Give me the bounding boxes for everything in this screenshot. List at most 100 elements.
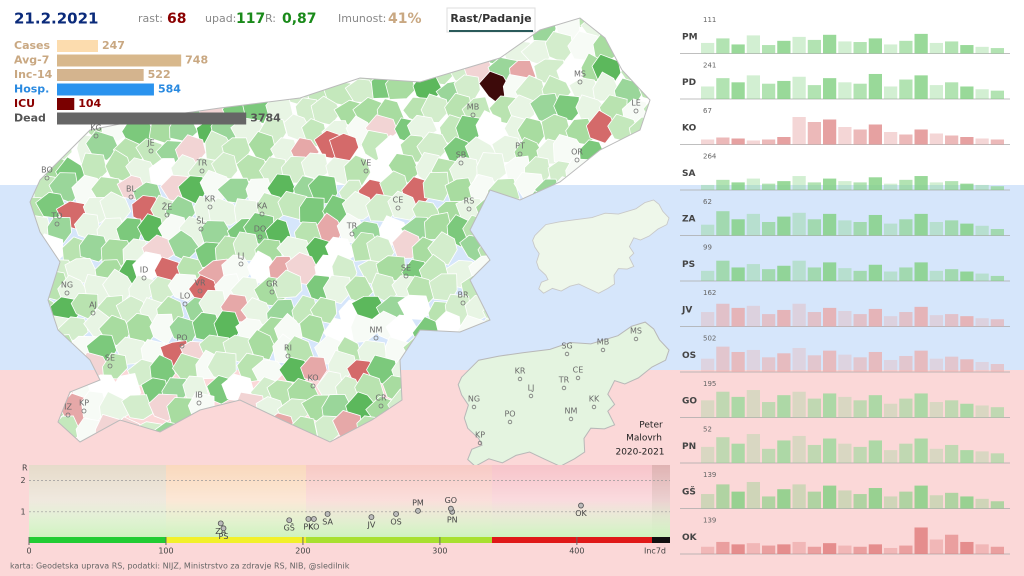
- region-bar: [716, 179, 730, 190]
- toggle-button[interactable]: Rast/Padanje: [446, 7, 536, 33]
- region-bar: [884, 547, 898, 554]
- map-dot: [199, 168, 205, 174]
- region-bar: [899, 545, 913, 554]
- region-bar: [884, 450, 898, 463]
- region-bar: [792, 541, 806, 554]
- map-dot: [285, 353, 291, 359]
- map-dot: [363, 168, 369, 174]
- map-dot: [90, 310, 96, 316]
- region-bar: [838, 127, 852, 145]
- region-bar: [945, 492, 959, 509]
- region-bar: [731, 182, 745, 190]
- region-bar: [960, 137, 974, 145]
- region-bar: [868, 544, 882, 554]
- inset-label: CE: [573, 366, 584, 375]
- region-bar: [746, 481, 760, 509]
- region-bar: [990, 275, 1004, 281]
- region-bar: [899, 443, 913, 463]
- region-bar: [868, 124, 882, 145]
- region-bar: [945, 135, 959, 145]
- region-bar: [807, 219, 821, 236]
- stat-value: 247: [102, 39, 125, 52]
- growth: 68: [167, 11, 186, 27]
- inset-dot: [575, 375, 581, 381]
- map-label: MS: [574, 70, 586, 79]
- region-bar: [746, 305, 760, 327]
- map-dot: [44, 175, 50, 181]
- region-bar: [807, 39, 821, 54]
- zone-green: [29, 500, 670, 538]
- map-dot: [179, 343, 185, 349]
- region-bar: [731, 544, 745, 554]
- region-max: 502: [703, 335, 716, 343]
- region-bar: [929, 133, 943, 145]
- region-bar: [777, 544, 791, 554]
- region-bar: [777, 137, 791, 145]
- region-bar: [823, 543, 837, 554]
- map-dot: [141, 275, 147, 281]
- region-bar: [777, 353, 791, 372]
- inset-dot: [471, 404, 477, 410]
- region-name: SA: [682, 169, 695, 179]
- map-dot: [470, 112, 476, 118]
- point: [578, 502, 584, 509]
- region-bar: [731, 267, 745, 281]
- region-max: 52: [703, 426, 712, 434]
- point: [324, 511, 331, 517]
- municipality: [422, 171, 450, 202]
- map-dot: [207, 204, 213, 210]
- map-label: NM: [370, 326, 383, 335]
- toggle-label[interactable]: Rast/Padanje: [450, 12, 531, 25]
- map-label: ŽE: [162, 201, 173, 212]
- region-bar: [701, 86, 715, 99]
- region-bar: [899, 179, 913, 190]
- region-bar: [823, 178, 837, 190]
- region-bar: [990, 139, 1004, 145]
- region-bar: [731, 443, 745, 463]
- region-name: ZA: [682, 214, 696, 224]
- region-bar: [945, 444, 959, 463]
- region-bar: [792, 76, 806, 99]
- stat-bar: [57, 54, 182, 67]
- region-bar: [838, 545, 852, 554]
- map-dot: [378, 403, 384, 409]
- municipality: [343, 154, 372, 187]
- stat-value: 522: [148, 68, 171, 81]
- region-bar: [990, 48, 1004, 54]
- region-bar: [960, 316, 974, 327]
- municipality: [322, 274, 353, 305]
- immunity: 41%: [388, 11, 422, 27]
- region-bar: [701, 270, 715, 281]
- map-dot: [197, 288, 203, 294]
- point-label: ZA: [215, 527, 226, 536]
- point: [305, 516, 312, 522]
- r-value: 0,87: [282, 11, 317, 27]
- region-bar: [823, 213, 837, 236]
- region-bar: [823, 485, 837, 509]
- map-label: SE: [105, 354, 115, 363]
- region-bar: [792, 435, 806, 463]
- stat-label: ICU: [14, 97, 35, 110]
- map-label: ID: [140, 266, 149, 275]
- region-bar: [853, 83, 867, 99]
- region-max: 111: [703, 16, 716, 24]
- map-dot: [633, 108, 639, 114]
- stat-bar: [57, 98, 75, 110]
- map-label: CE: [393, 196, 404, 205]
- region-bar: [807, 398, 821, 418]
- region-bar: [701, 446, 715, 463]
- decline: 117: [236, 11, 265, 27]
- y-axis-label: R: [22, 464, 28, 473]
- region-bar: [716, 346, 730, 372]
- stat-label: Cases: [14, 39, 51, 52]
- y-tick-label: 2: [20, 476, 25, 485]
- map-dot: [54, 221, 60, 227]
- point-label: PK: [303, 522, 314, 531]
- region-bar: [701, 358, 715, 372]
- point-label: OK: [575, 509, 587, 518]
- region-bar: [716, 391, 730, 418]
- toggle-box[interactable]: [446, 7, 536, 33]
- map-dot: [349, 231, 355, 237]
- municipality: [397, 294, 432, 320]
- region-bar: [929, 315, 943, 327]
